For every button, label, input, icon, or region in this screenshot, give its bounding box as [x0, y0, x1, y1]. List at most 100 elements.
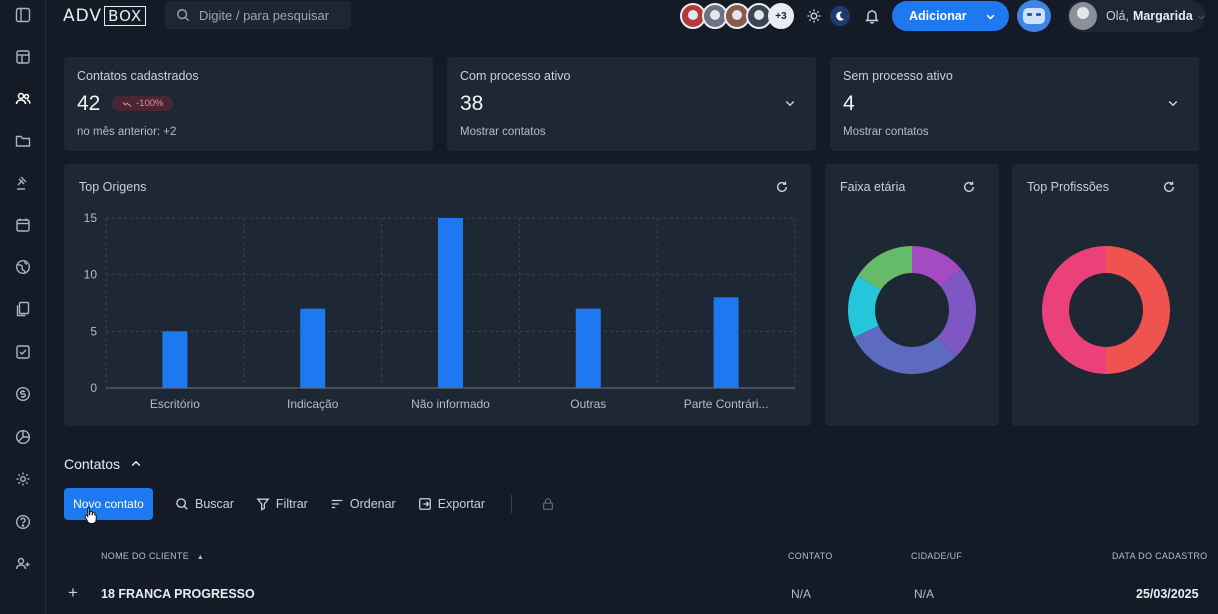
search-label: Buscar [195, 497, 234, 511]
column-header-name[interactable]: NOME DO CLIENTE ▲ [101, 551, 204, 561]
contacts-icon[interactable] [12, 88, 34, 110]
moon-icon[interactable] [830, 6, 850, 26]
sort-asc-icon[interactable]: ▲ [196, 554, 205, 561]
calendar-icon[interactable] [12, 214, 34, 236]
export-label: Exportar [437, 497, 485, 511]
chevron-down-icon[interactable] [1167, 97, 1179, 109]
stat-title: Sem processo ativo [843, 69, 953, 83]
chevron-down-icon[interactable] [784, 97, 796, 109]
sidebar [0, 0, 46, 614]
tasks-icon[interactable] [12, 341, 34, 363]
avatar[interactable] [702, 3, 728, 29]
sort-icon [331, 499, 343, 509]
bar [713, 297, 739, 388]
column-label: NOME DO CLIENTE [101, 551, 190, 561]
stat-card-inactive[interactable]: Sem processo ativo 4 Mostrar contatos [830, 57, 1199, 151]
donut-slice [854, 325, 956, 374]
y-tick-label: 15 [84, 211, 98, 225]
refresh-icon[interactable] [1162, 180, 1176, 194]
x-tick-label: Não informado [411, 397, 490, 411]
globe-icon[interactable] [12, 256, 34, 278]
search-button[interactable]: Buscar [175, 497, 234, 511]
export-button[interactable]: Exportar [418, 497, 485, 511]
y-tick-label: 5 [90, 324, 97, 338]
client-name-cell[interactable]: 18 FRANCA PROGRESSO [101, 587, 255, 601]
avatar[interactable] [724, 3, 750, 29]
column-header-city[interactable]: CIDADE/UF [911, 551, 963, 561]
reports-icon[interactable] [12, 426, 34, 448]
x-tick-label: Outras [570, 397, 606, 411]
avatar[interactable] [680, 3, 706, 29]
theme-toggle[interactable] [806, 6, 850, 26]
user-name: Margarida [1132, 9, 1193, 23]
layout-toggle-icon[interactable] [12, 4, 34, 26]
chevron-down-icon: ⌵ [1197, 10, 1205, 21]
more-members-badge[interactable]: +3 [768, 3, 794, 29]
origins-chart-panel: Top Origens 0 5 10 15 Escritório Indicação Não… [64, 164, 811, 426]
chevron-up-icon[interactable] [130, 458, 142, 470]
bell-icon[interactable] [864, 8, 880, 24]
panel-title: Faixa etária [840, 180, 906, 194]
y-tick-label: 0 [90, 381, 97, 395]
help-icon[interactable] [12, 511, 34, 533]
folder-icon[interactable] [12, 130, 34, 152]
bar-chart: 0 5 10 15 Escritório Indicação Não informado Ou… [84, 211, 796, 411]
professions-donut-chart [1042, 246, 1170, 374]
logo[interactable]: ADV BOX [63, 5, 147, 26]
show-contacts-link[interactable]: Mostrar contatos [843, 126, 929, 138]
refresh-icon[interactable] [775, 180, 789, 194]
stat-value: 38 [460, 92, 484, 115]
new-contact-label: Novo contato [73, 497, 144, 511]
logo-text: ADV [63, 5, 103, 26]
stat-card-registered: Contatos cadastrados 42 -100% no mês ant… [64, 57, 433, 151]
hand-cursor-icon [84, 507, 97, 524]
donut-slice [848, 275, 881, 338]
search-input[interactable]: Digite / para pesquisar [165, 1, 351, 29]
team-avatars[interactable]: +3 [680, 3, 794, 29]
column-header-contact[interactable]: CONTATO [788, 551, 833, 561]
trend-down-icon [122, 101, 132, 107]
new-contact-button[interactable]: Novo contato [64, 488, 153, 520]
bar [300, 308, 326, 388]
assistant-bot-icon[interactable] [1017, 0, 1051, 32]
donut-slice [1106, 246, 1170, 374]
add-button[interactable]: Adicionar [892, 1, 1009, 31]
donut-slice [937, 269, 976, 357]
filter-label: Filtrar [275, 497, 308, 511]
trend-badge: -100% [112, 96, 174, 111]
date-cell: 25/03/2025 [1136, 587, 1199, 601]
city-cell: N/A [914, 587, 935, 601]
add-button-label: Adicionar [909, 9, 967, 23]
bar [162, 331, 188, 388]
age-donut-chart [848, 246, 976, 374]
x-tick-label: Indicação [287, 397, 339, 411]
finance-icon[interactable] [12, 383, 34, 405]
contacts-section-header[interactable]: Contatos [64, 456, 142, 472]
stat-card-active[interactable]: Com processo ativo 38 Mostrar contatos [447, 57, 816, 151]
sun-icon[interactable] [806, 8, 822, 24]
lock-icon[interactable] [541, 497, 555, 511]
documents-icon[interactable] [12, 298, 34, 320]
filter-button[interactable]: Filtrar [256, 497, 308, 511]
stat-value: 4 [843, 92, 855, 115]
show-contacts-link[interactable]: Mostrar contatos [460, 126, 546, 138]
search-placeholder: Digite / para pesquisar [199, 7, 330, 23]
gear-icon[interactable] [12, 468, 34, 490]
stat-subtext: no mês anterior: +2 [77, 126, 177, 138]
bar [575, 308, 601, 388]
gavel-icon[interactable] [12, 172, 34, 194]
user-management-icon[interactable] [12, 553, 34, 575]
column-header-date[interactable]: DATA DO CADASTRO [1112, 551, 1208, 561]
chevron-down-icon[interactable] [971, 1, 1009, 31]
donut-slice [912, 246, 962, 287]
y-tick-label: 10 [84, 268, 98, 282]
donut-slice [1042, 246, 1106, 374]
search-icon [177, 9, 190, 22]
dashboard-icon[interactable] [12, 46, 34, 68]
section-title: Contatos [64, 456, 121, 472]
age-chart-panel: Faixa etária [825, 164, 999, 426]
user-menu[interactable]: Olá, Margarida ⌵ [1067, 0, 1205, 32]
sort-button[interactable]: Ordenar [330, 497, 396, 511]
refresh-icon[interactable] [962, 180, 976, 194]
expand-row-icon[interactable]: + [68, 583, 78, 602]
